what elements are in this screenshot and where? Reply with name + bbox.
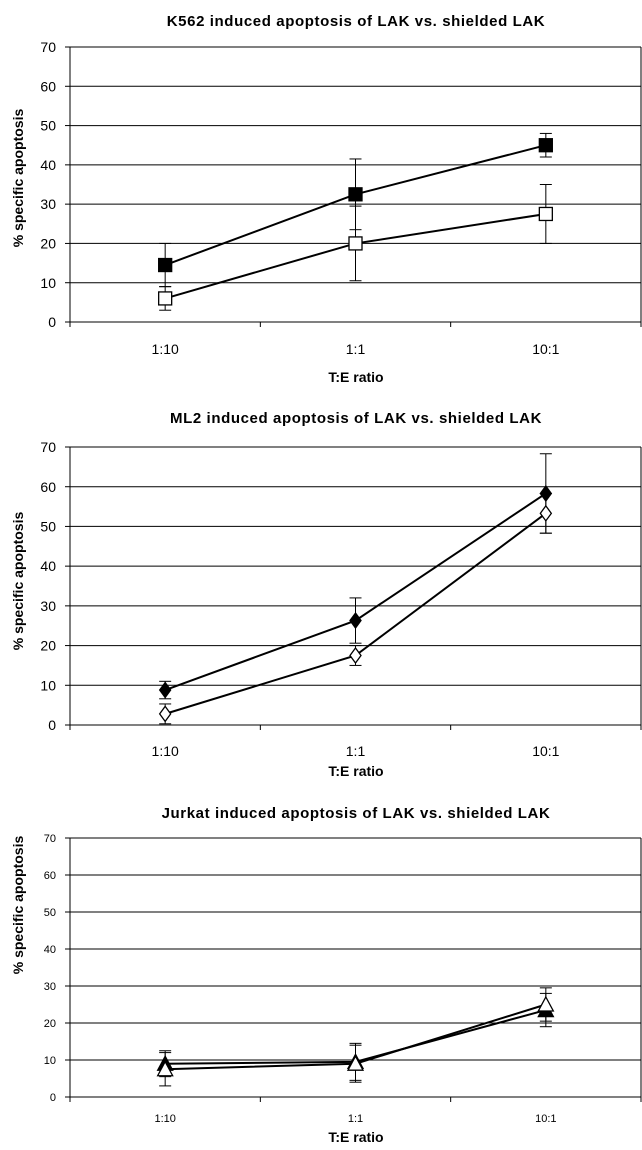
x-tick-label: 1:1	[346, 341, 366, 357]
x-tick-label: 10:1	[532, 341, 559, 357]
data-point-square-marker	[158, 257, 173, 273]
data-point-diamond-marker	[349, 646, 362, 665]
y-tick-label: 0	[48, 717, 56, 733]
y-tick-label: 70	[40, 39, 56, 55]
data-point-square-marker	[158, 291, 173, 306]
y-tick-label: 70	[44, 833, 56, 845]
y-tick-label: 0	[50, 1092, 56, 1104]
y-tick-label: 10	[40, 677, 56, 693]
y-tick-label: 40	[40, 157, 56, 173]
ml2-chart-panel: ML2 induced apoptosis of LAK vs. shielde…	[0, 392, 642, 785]
y-tick-label: 10	[44, 1055, 56, 1067]
y-tick-label: 30	[44, 981, 56, 993]
data-point-diamond-marker	[539, 504, 553, 522]
jurkat-chart-plot: 0 10 20 30 40 50 60 70 1:10 1:1 10:1	[44, 833, 642, 1125]
y-tick-label: 30	[40, 598, 56, 614]
y-tick-label: 20	[40, 235, 56, 251]
ml2-chart-plot: 0 10 20 30 40 50 60 70 1:10 1:1 10:1	[40, 439, 642, 759]
y-tick-label: 0	[48, 314, 56, 330]
chart-title: K562 induced apoptosis of LAK vs. shield…	[166, 13, 546, 30]
data-point-diamond-marker	[158, 681, 172, 699]
y-tick-label: 60	[40, 78, 56, 94]
data-point-square-marker	[348, 187, 363, 202]
x-tick-label: 1:10	[152, 743, 179, 759]
k562-chart-plot: 0 10 20 30 40 50 60 70 1:10 1:1 10:1	[40, 39, 642, 357]
x-axis-title: T:E ratio	[328, 1129, 384, 1145]
data-point-triangle-marker	[346, 1054, 365, 1071]
y-tick-label: 60	[40, 479, 56, 495]
data-point-square-marker	[538, 206, 553, 222]
y-tick-label: 60	[44, 870, 56, 882]
y-tick-label: 40	[40, 558, 56, 574]
data-point-diamond-marker	[349, 611, 362, 630]
y-tick-label: 50	[40, 118, 56, 134]
data-point-diamond-marker	[539, 484, 553, 503]
data-point-triangle-marker	[537, 995, 555, 1012]
x-tick-label: 10:1	[532, 743, 559, 759]
y-tick-label: 20	[40, 638, 56, 654]
y-tick-label: 40	[44, 944, 56, 956]
chart-title: ML2 induced apoptosis of LAK vs. shielde…	[169, 410, 543, 427]
x-tick-label: 1:1	[348, 1113, 363, 1125]
y-tick-label: 50	[40, 518, 56, 534]
k562-chart-panel: K562 induced apoptosis of LAK vs. shield…	[0, 0, 642, 392]
y-tick-label: 50	[44, 907, 56, 919]
y-tick-label: 30	[40, 196, 56, 212]
x-tick-label: 1:1	[346, 743, 366, 759]
data-point-triangle-marker	[156, 1060, 174, 1077]
jurkat-chart-panel: Jurkat induced apoptosis of LAK vs. shie…	[0, 785, 642, 1150]
y-tick-label: 20	[44, 1018, 56, 1030]
x-tick-label: 10:1	[535, 1113, 556, 1125]
chart-title: Jurkat induced apoptosis of LAK vs. shie…	[161, 805, 551, 822]
y-tick-label: 10	[40, 275, 56, 291]
y-tick-label: 70	[40, 439, 56, 455]
data-point-diamond-marker	[158, 705, 172, 723]
data-point-square-marker	[348, 236, 363, 251]
x-tick-label: 1:10	[154, 1113, 175, 1125]
x-axis-title: T:E ratio	[328, 369, 384, 385]
x-tick-label: 1:10	[152, 341, 179, 357]
x-axis-title: T:E ratio	[328, 763, 384, 779]
data-point-square-marker	[538, 138, 553, 153]
